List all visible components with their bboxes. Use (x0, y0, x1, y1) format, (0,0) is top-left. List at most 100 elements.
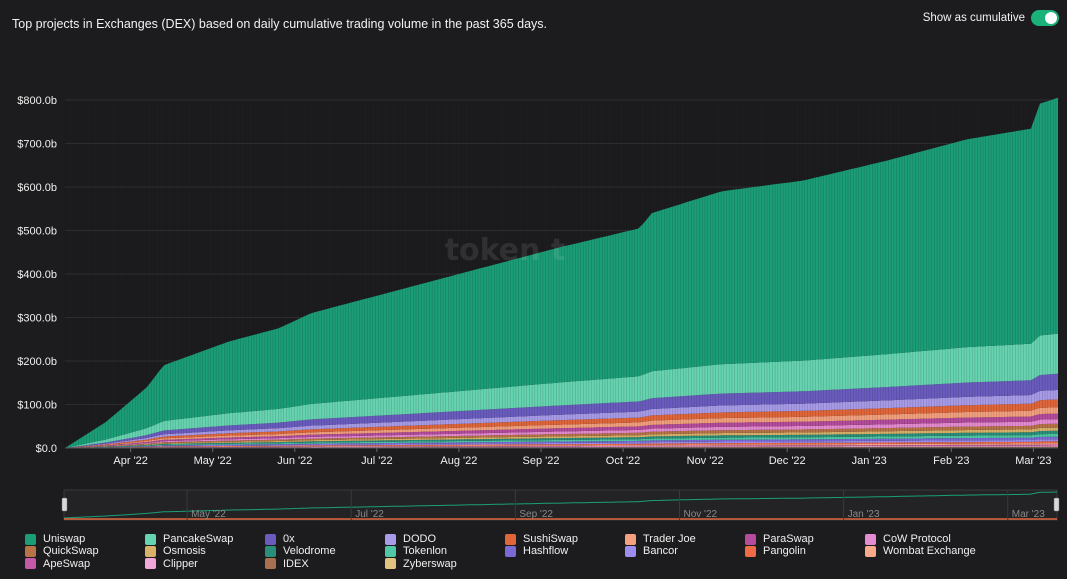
watermark: token t (445, 233, 566, 268)
x-tick-label: Sep '22 (522, 455, 559, 467)
main-chart[interactable]: $0.0 $100.0b $200.0b $300.0b $400.0b $500.0b $… (0, 80, 1067, 480)
navigator-tick-label: Jan '23 (848, 509, 880, 520)
series-area-apeswap (65, 444, 1058, 448)
legend-label: SushiSwap (523, 533, 579, 546)
series-area-pancakeswap (65, 333, 1058, 448)
legend-swatch (505, 533, 516, 545)
legend-swatch (265, 545, 276, 557)
legend: Uniswap PancakeSwap 0x DODO SushiSwap Trader … (25, 533, 1005, 570)
legend-item[interactable]: Osmosis (145, 545, 265, 557)
navigator-tick-label: Sep '22 (519, 509, 553, 520)
cumulative-toggle[interactable] (1031, 10, 1059, 26)
series-area-uniswap (65, 97, 1058, 449)
legend-label: Bancor (643, 545, 678, 558)
legend-label: Wombat Exchange (883, 545, 976, 558)
x-tick-label: Apr '22 (113, 455, 148, 467)
legend-label: Clipper (163, 557, 198, 570)
y-tick-label: $600.0b (17, 182, 57, 194)
x-tick-label: Dec '22 (769, 455, 806, 467)
legend-swatch (385, 545, 396, 557)
navigator-tick-label: Nov '22 (683, 509, 717, 520)
series-area-clipper (65, 445, 1058, 448)
legend-swatch (145, 533, 156, 545)
legend-item[interactable]: QuickSwap (25, 545, 145, 557)
x-tick-label: Oct '22 (606, 455, 641, 467)
series-area-sushiswap (65, 399, 1058, 448)
toggle-knob (1045, 12, 1057, 24)
legend-label: Hashflow (523, 545, 569, 558)
chart-title: Top projects in Exchanges (DEX) based on… (12, 17, 548, 31)
series-area-dodo (65, 389, 1058, 448)
y-tick-label: $200.0b (17, 356, 57, 368)
legend-item[interactable]: Wombat Exchange (865, 545, 1005, 557)
series-area-hashflow (65, 436, 1058, 448)
legend-label: Trader Joe (643, 533, 696, 546)
legend-swatch (265, 558, 276, 570)
series-area-velodrome (65, 430, 1058, 448)
legend-item[interactable]: IDEX (265, 558, 385, 570)
x-tick-label: Feb '23 (933, 455, 969, 467)
legend-swatch (145, 558, 156, 570)
series-area-cow-protocol (65, 419, 1058, 448)
range-navigator[interactable]: May '22 Jul '22 Sep '22 Nov '22 Jan '23 Mar '… (0, 488, 1067, 526)
series-area-paraswap (65, 413, 1058, 448)
legend-label: Zyberswap (403, 557, 457, 570)
legend-swatch (25, 558, 36, 570)
navigator-line (63, 491, 1058, 519)
legend-item[interactable]: DODO (385, 533, 505, 545)
legend-swatch (145, 545, 156, 557)
cumulative-toggle-label: Show as cumulative (922, 12, 1025, 24)
legend-item[interactable]: Trader Joe (625, 533, 745, 545)
series-area-tokenlon (65, 433, 1058, 448)
legend-swatch (385, 533, 396, 545)
x-tick-label: Jun '22 (277, 455, 312, 467)
navigator-tick-label: May '22 (191, 509, 226, 520)
legend-label: IDEX (283, 557, 309, 570)
legend-item[interactable]: 0x (265, 533, 385, 545)
legend-item[interactable]: Zyberswap (385, 558, 505, 570)
legend-item[interactable]: ParaSwap (745, 533, 865, 545)
legend-label: 0x (283, 533, 295, 546)
legend-item[interactable]: CoW Protocol (865, 533, 1005, 545)
x-tick-label: Mar '23 (1015, 455, 1051, 467)
y-tick-label: $500.0b (17, 226, 57, 238)
legend-item[interactable]: Bancor (625, 545, 745, 557)
navigator-track (63, 489, 1058, 521)
legend-label: Velodrome (283, 545, 336, 558)
legend-label: CoW Protocol (883, 533, 951, 546)
legend-swatch (25, 533, 36, 545)
x-tick-label: Aug '22 (440, 455, 477, 467)
legend-item[interactable]: Velodrome (265, 545, 385, 557)
y-tick-label: $300.0b (17, 313, 57, 325)
series-area-bancor (65, 439, 1058, 448)
y-tick-label: $0.0 (36, 443, 57, 455)
y-tick-label: $100.0b (17, 400, 57, 412)
legend-item[interactable]: ApeSwap (25, 558, 145, 570)
series-area-0x (65, 373, 1058, 448)
legend-swatch (505, 545, 516, 557)
legend-item[interactable]: Pangolin (745, 545, 865, 557)
legend-swatch (865, 533, 876, 545)
legend-label: ParaSwap (763, 533, 814, 546)
cumulative-toggle-group: Show as cumulative (923, 10, 1059, 26)
legend-item[interactable]: SushiSwap (505, 533, 625, 545)
legend-swatch (865, 545, 876, 557)
legend-swatch (625, 533, 636, 545)
legend-item[interactable]: Clipper (145, 558, 265, 570)
legend-label: Tokenlon (403, 545, 448, 558)
legend-item[interactable]: Uniswap (25, 533, 145, 545)
legend-label: PancakeSwap (163, 533, 234, 546)
x-tick-label: Jul '22 (361, 455, 392, 467)
legend-swatch (745, 533, 756, 545)
y-tick-label: $400.0b (17, 269, 57, 281)
navigator-handle-right[interactable] (1053, 497, 1060, 512)
legend-item[interactable]: Tokenlon (385, 545, 505, 557)
legend-item[interactable]: PancakeSwap (145, 533, 265, 545)
x-tick-label: May '22 (194, 455, 232, 467)
navigator-handle-left[interactable] (61, 497, 68, 512)
legend-item[interactable]: Hashflow (505, 545, 625, 557)
series-area-wombat-exchange (65, 443, 1058, 448)
legend-swatch (385, 558, 396, 570)
series-area-osmosis (65, 427, 1058, 448)
navigator-tick-label: Mar '23 (1012, 509, 1045, 520)
